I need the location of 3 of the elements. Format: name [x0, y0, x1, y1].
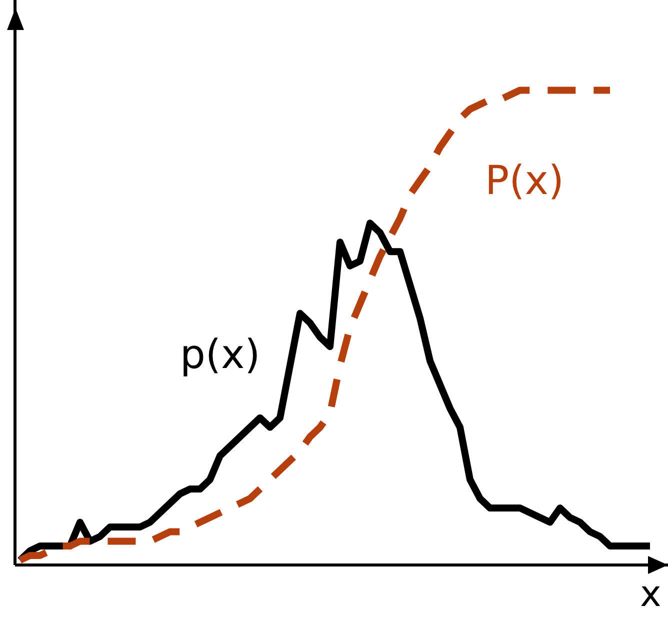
series-label: P(x) [485, 158, 564, 204]
x-axis-title: x [640, 574, 662, 615]
series-label: p(x) [180, 332, 260, 378]
